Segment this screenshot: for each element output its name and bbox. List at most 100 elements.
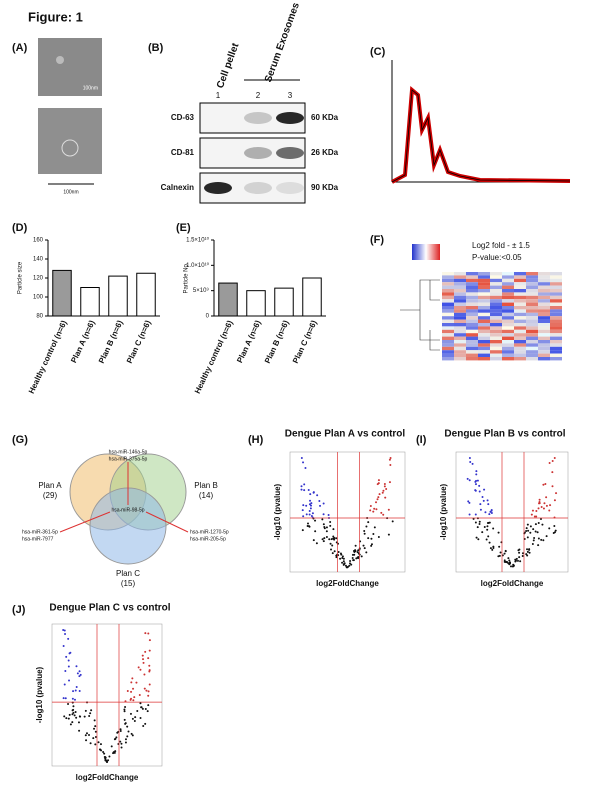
x-tick-label: Plan A (n=6) bbox=[69, 319, 97, 365]
point bbox=[67, 659, 70, 662]
point bbox=[72, 705, 75, 708]
heat-cell bbox=[514, 292, 526, 296]
set-name: Plan A bbox=[38, 481, 62, 490]
heat-cell bbox=[466, 289, 478, 293]
point bbox=[97, 741, 100, 744]
heat-cell bbox=[526, 306, 538, 310]
point bbox=[310, 515, 313, 518]
point bbox=[148, 669, 151, 672]
heat-cell bbox=[538, 333, 550, 337]
point bbox=[342, 560, 345, 563]
point bbox=[466, 477, 469, 480]
heat-cell bbox=[526, 309, 538, 313]
point bbox=[93, 719, 96, 722]
heat-cell bbox=[466, 299, 478, 303]
heat-cell bbox=[538, 282, 550, 286]
point bbox=[514, 558, 517, 561]
point bbox=[147, 704, 150, 707]
y-axis-label: Particle size bbox=[18, 261, 24, 294]
point bbox=[372, 533, 375, 536]
heat-cell bbox=[550, 329, 562, 334]
heat-cell bbox=[514, 275, 526, 279]
point bbox=[478, 520, 481, 523]
heat-cell bbox=[442, 275, 454, 279]
heat-cell bbox=[550, 295, 562, 300]
x-tick-label: Plan C (n=6) bbox=[125, 319, 153, 365]
point bbox=[331, 544, 334, 547]
point bbox=[89, 712, 92, 715]
point bbox=[518, 548, 521, 551]
point bbox=[99, 743, 102, 746]
point bbox=[302, 461, 305, 464]
point bbox=[103, 752, 106, 755]
point bbox=[488, 521, 491, 524]
heat-cell bbox=[514, 333, 526, 337]
heat-cell bbox=[466, 278, 478, 283]
point bbox=[143, 687, 146, 690]
point bbox=[474, 489, 477, 492]
heat-cell bbox=[514, 319, 526, 323]
point bbox=[93, 727, 96, 730]
point bbox=[75, 665, 78, 668]
point bbox=[363, 547, 366, 550]
sample-label: Cell pellet bbox=[215, 41, 242, 90]
heat-cell bbox=[454, 295, 466, 300]
y-tick-label: 120 bbox=[33, 276, 44, 282]
heat-cell bbox=[490, 316, 502, 320]
heat-cell bbox=[490, 299, 502, 303]
point bbox=[544, 483, 547, 486]
point bbox=[329, 542, 332, 545]
heat-cell bbox=[526, 343, 538, 347]
point bbox=[471, 462, 474, 465]
point bbox=[119, 728, 122, 731]
point bbox=[467, 500, 470, 503]
heat-cell bbox=[514, 295, 526, 300]
heat-cell bbox=[526, 289, 538, 293]
heat-cell bbox=[490, 278, 502, 283]
heat-cell bbox=[550, 278, 562, 283]
point bbox=[507, 557, 510, 560]
point bbox=[104, 757, 107, 760]
point bbox=[83, 715, 86, 718]
point bbox=[542, 507, 545, 510]
point bbox=[102, 751, 105, 754]
heat-cell bbox=[454, 329, 466, 334]
arrow bbox=[59, 511, 111, 533]
heat-cell bbox=[490, 350, 502, 354]
point bbox=[64, 632, 67, 635]
panel-label: (B) bbox=[148, 42, 164, 54]
point bbox=[135, 681, 138, 684]
heat-cell bbox=[454, 289, 466, 293]
point bbox=[377, 482, 380, 485]
point bbox=[73, 714, 76, 717]
heat-cell bbox=[502, 285, 514, 289]
heat-cell bbox=[454, 319, 466, 323]
point bbox=[373, 507, 376, 510]
point bbox=[468, 513, 471, 516]
heat-cell bbox=[502, 336, 514, 340]
point bbox=[528, 551, 531, 554]
heat-cell bbox=[538, 295, 550, 300]
point bbox=[84, 709, 87, 712]
point bbox=[388, 458, 391, 461]
point bbox=[139, 702, 142, 705]
point bbox=[143, 673, 146, 676]
heat-cell bbox=[502, 278, 514, 283]
point bbox=[68, 713, 71, 716]
point bbox=[300, 457, 303, 459]
point bbox=[385, 488, 388, 491]
point bbox=[388, 481, 391, 484]
point bbox=[486, 521, 489, 524]
heat-cell bbox=[442, 309, 454, 313]
heat-cell bbox=[514, 340, 526, 344]
point bbox=[137, 666, 140, 669]
point bbox=[476, 479, 479, 482]
point bbox=[302, 504, 305, 507]
point bbox=[526, 523, 529, 526]
heat-cell bbox=[538, 346, 550, 351]
heat-cell bbox=[538, 353, 550, 357]
point bbox=[134, 716, 137, 719]
point bbox=[63, 683, 66, 686]
point bbox=[67, 717, 70, 720]
